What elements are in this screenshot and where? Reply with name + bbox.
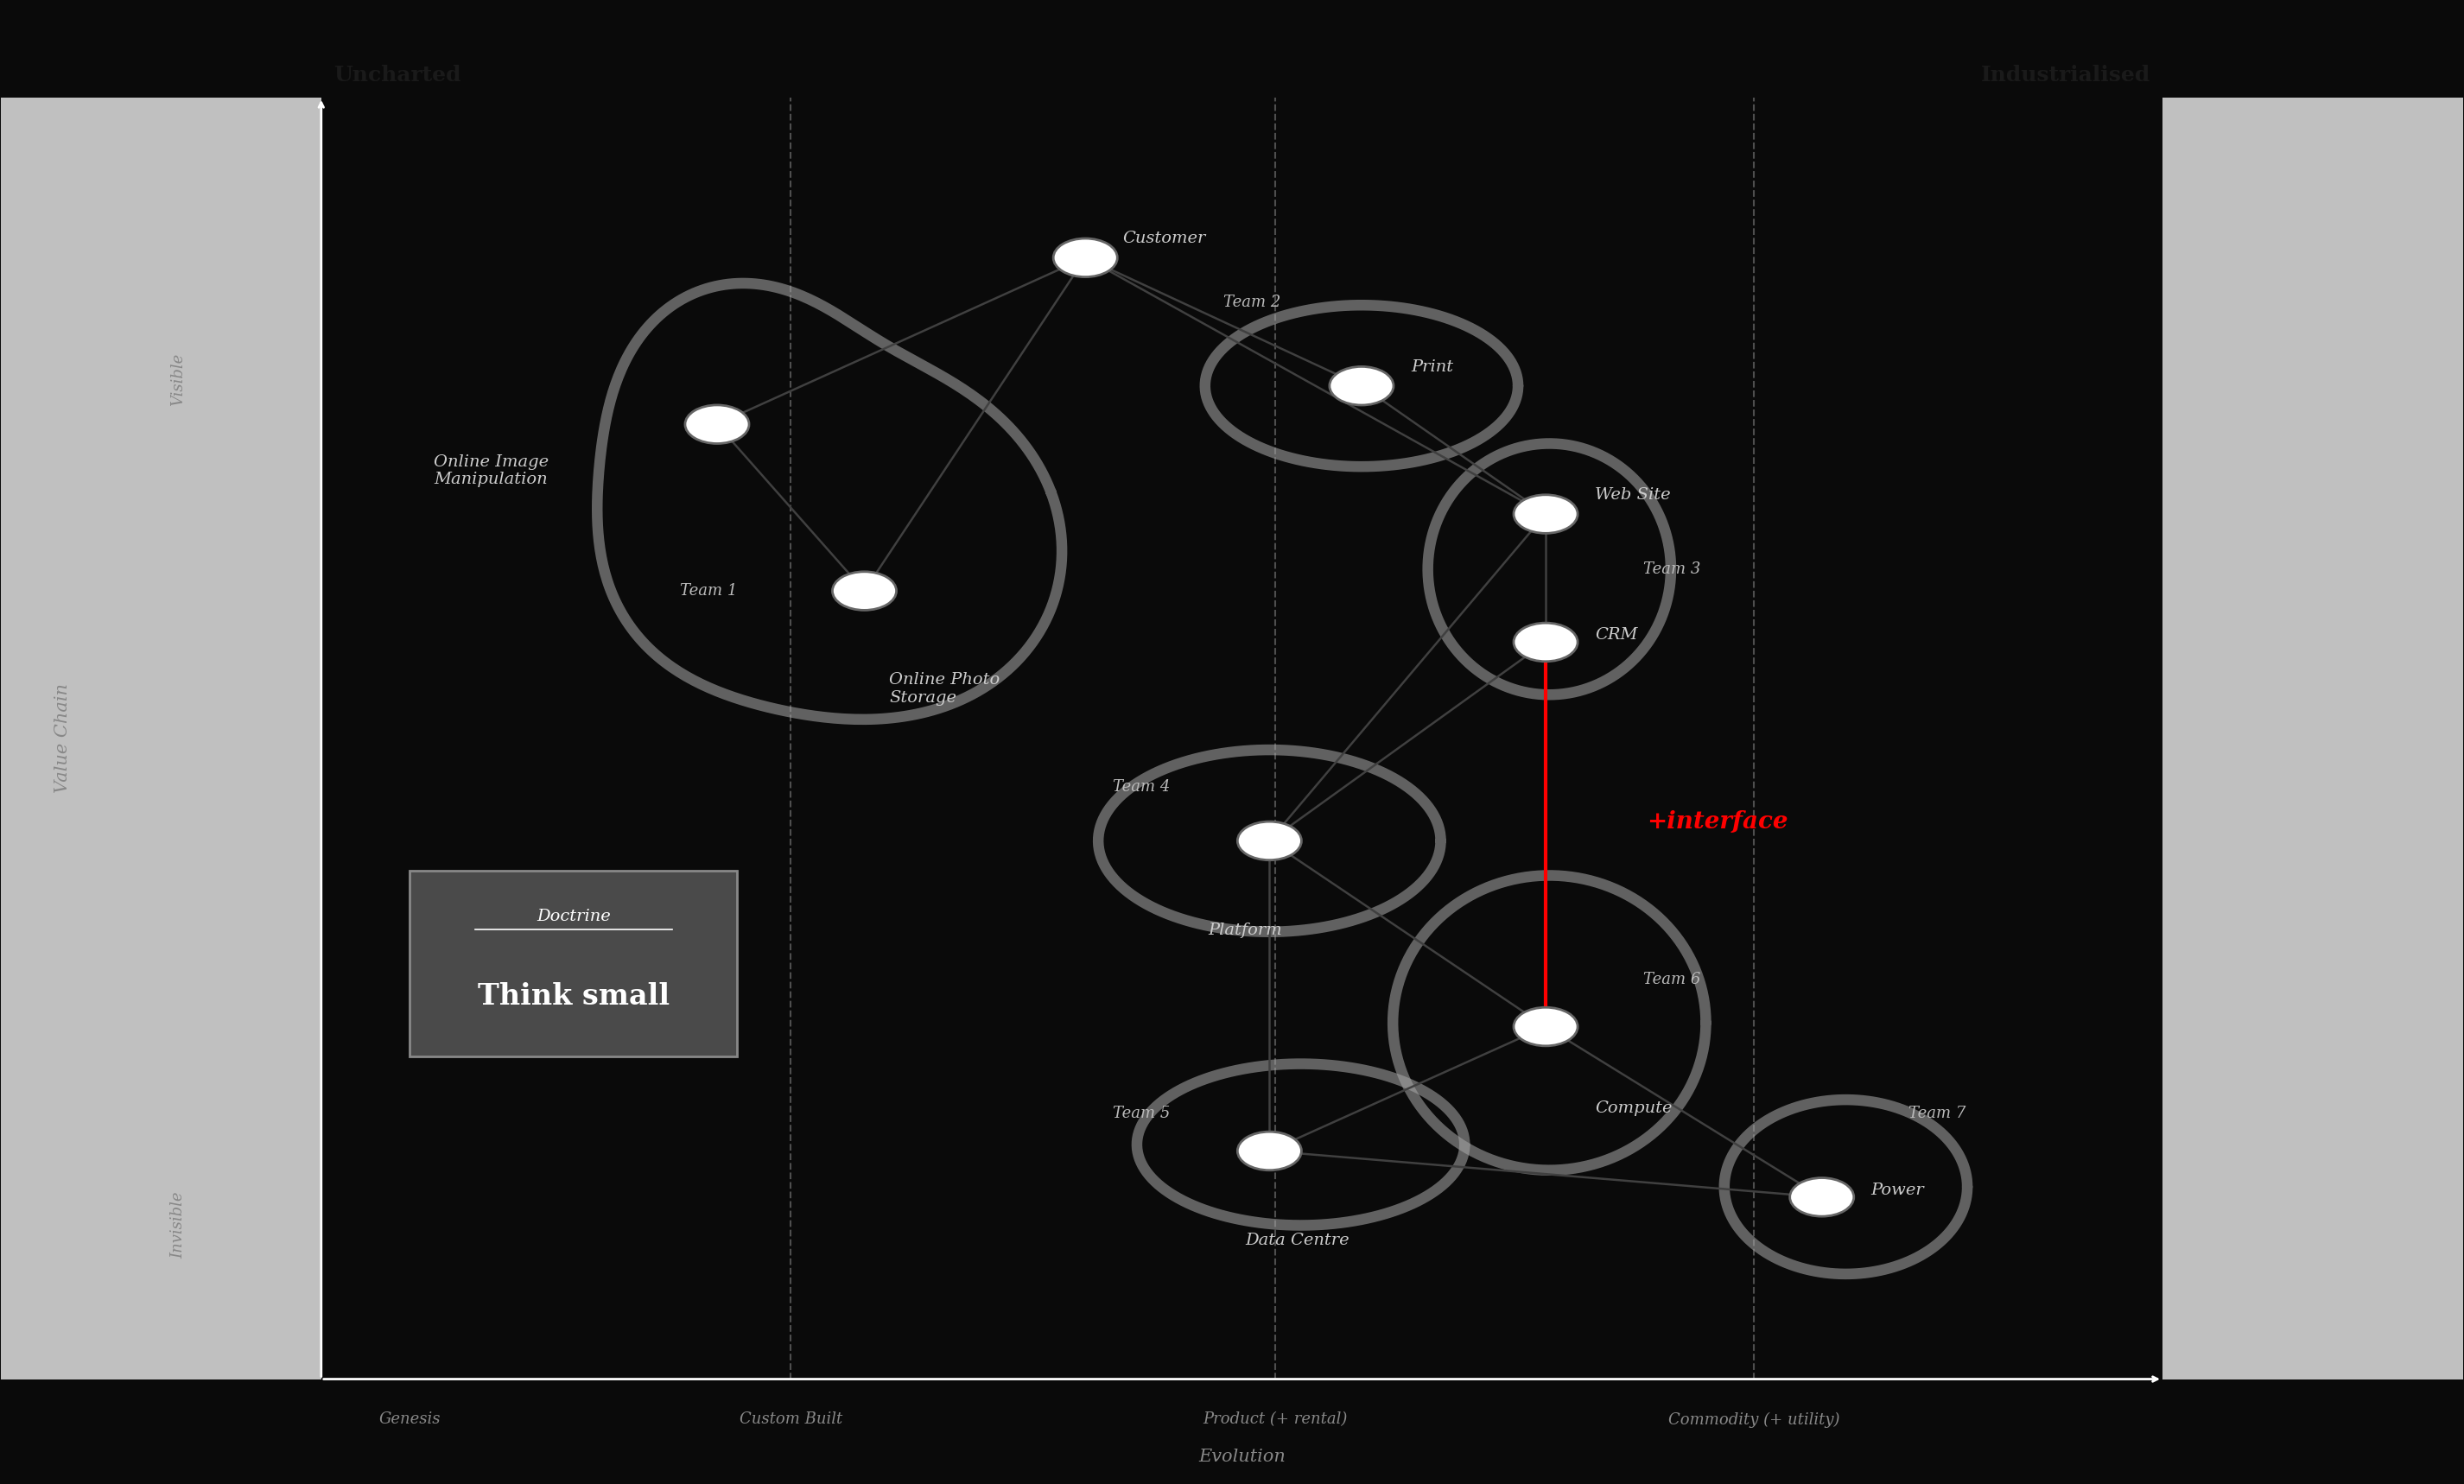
Circle shape [1513,1008,1577,1046]
Text: Customer: Customer [1121,232,1205,246]
Circle shape [1513,494,1577,533]
Text: Custom Built: Custom Built [739,1411,843,1428]
Circle shape [1331,367,1395,405]
Text: Evolution: Evolution [1198,1448,1286,1465]
Text: Invisible: Invisible [170,1192,187,1258]
Text: Product (+ rental): Product (+ rental) [1202,1411,1348,1428]
Text: Team 7: Team 7 [1910,1106,1966,1122]
Circle shape [685,405,749,444]
Bar [2163,98,2464,1379]
Text: Print: Print [1412,359,1454,375]
Bar [0,98,320,1379]
Circle shape [1789,1178,1853,1217]
Text: Think small: Think small [478,982,670,1011]
Text: CRM: CRM [1594,628,1639,643]
Text: Platform: Platform [1207,923,1281,938]
Text: Online Image
Manipulation: Online Image Manipulation [434,454,549,487]
Text: Team 1: Team 1 [680,583,737,598]
Text: Data Centre: Data Centre [1244,1232,1350,1248]
Text: Team 5: Team 5 [1114,1106,1170,1122]
Text: Team 6: Team 6 [1643,972,1700,987]
Circle shape [833,571,897,610]
Text: Team 4: Team 4 [1114,779,1170,795]
Circle shape [1513,623,1577,662]
Text: Doctrine: Doctrine [537,910,611,925]
Text: Visible: Visible [170,353,187,407]
Text: Online Photo
Storage: Online Photo Storage [890,672,1000,706]
Text: Genesis: Genesis [379,1411,441,1428]
Text: Industrialised: Industrialised [1981,65,2151,86]
Circle shape [1052,239,1116,278]
Text: Team 2: Team 2 [1225,295,1281,310]
Text: Power: Power [1870,1183,1924,1198]
Text: Uncharted: Uncharted [333,65,461,86]
Text: Value Chain: Value Chain [54,684,71,792]
Text: Compute: Compute [1594,1101,1673,1116]
Text: Commodity (+ utility): Commodity (+ utility) [1668,1411,1841,1428]
Bar [409,870,737,1057]
Circle shape [1237,1132,1301,1171]
Text: Web Site: Web Site [1594,487,1671,503]
Text: +interface: +interface [1646,810,1789,833]
Text: Team 3: Team 3 [1643,561,1700,577]
Circle shape [1237,822,1301,861]
